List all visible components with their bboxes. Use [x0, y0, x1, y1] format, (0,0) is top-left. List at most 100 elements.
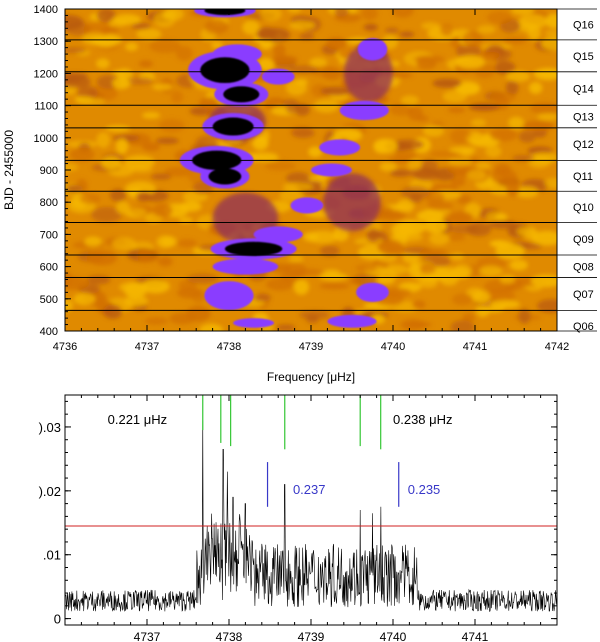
- heatmap-texture-blob: [285, 80, 307, 96]
- power-feature: [204, 9, 246, 16]
- heatmap-texture-blob: [91, 206, 123, 223]
- heatmap-texture-blob: [204, 19, 229, 35]
- power-feature: [311, 163, 352, 177]
- heatmap-texture-blob: [379, 161, 397, 172]
- heatmap-texture-blob: [505, 70, 531, 82]
- heatmap-texture-blob: [400, 95, 419, 106]
- heatmap-texture-blob: [499, 274, 516, 285]
- power-feature: [212, 117, 254, 136]
- heatmap-texture-blob: [407, 158, 422, 170]
- heatmap-texture-blob: [334, 9, 349, 17]
- heatmap-texture-blob: [355, 264, 377, 273]
- heatmap-texture-blob: [440, 23, 454, 36]
- heatmap-texture-blob: [450, 252, 465, 261]
- heatmap-texture-blob: [445, 233, 466, 242]
- heatmap-texture-blob: [287, 9, 302, 13]
- heatmap-texture-blob: [309, 57, 328, 68]
- heatmap-texture-blob: [447, 106, 466, 114]
- heatmap-texture-blob: [450, 320, 475, 331]
- heatmap-texture-blob: [291, 128, 316, 139]
- heatmap-texture-blob: [416, 115, 429, 122]
- heatmap-texture-blob: [392, 9, 414, 18]
- heatmap-texture-blob: [482, 51, 501, 59]
- heatmap-texture-blob: [136, 191, 151, 202]
- y-tick-label: 500: [40, 294, 58, 306]
- power-feature: [200, 57, 250, 84]
- heatmap-texture-blob: [489, 300, 521, 309]
- heatmap-x-ticks: 4736 4737 4738 4739 4740 4741 4742: [53, 9, 569, 353]
- heatmap-texture-blob: [177, 239, 198, 248]
- heatmap-texture-blob: [136, 28, 162, 40]
- heatmap-texture-blob: [544, 70, 557, 78]
- heatmap-texture-blob: [282, 182, 314, 192]
- heatmap-texture-blob: [259, 37, 273, 50]
- heatmap-texture-blob: [490, 168, 518, 184]
- heatmap-texture-blob: [279, 189, 305, 202]
- heatmap-texture-blob: [429, 150, 458, 158]
- heatmap-texture-blob: [65, 162, 79, 172]
- heatmap-texture-blob: [319, 245, 340, 257]
- heatmap-x-axis-label: Frequency [μHz]: [267, 370, 355, 384]
- x-tick-label: 4739: [298, 630, 325, 642]
- x-tick-label: 4740: [381, 341, 405, 353]
- x-tick-label: 4741: [462, 630, 489, 642]
- heatmap-texture-blob: [171, 90, 184, 104]
- heatmap-texture-blob: [465, 133, 493, 145]
- heatmap-texture-blob: [361, 9, 378, 21]
- heatmap-texture-blob: [512, 155, 535, 162]
- heatmap-texture-blob: [516, 226, 537, 237]
- heatmap-texture-blob: [96, 58, 110, 69]
- quarter-label: Q14: [573, 84, 594, 96]
- heatmap-texture-blob: [158, 256, 173, 267]
- heatmap-texture-blob: [450, 178, 466, 187]
- heatmap-texture-blob: [96, 132, 111, 148]
- heatmap-texture-blob: [124, 155, 156, 170]
- quarter-label: Q08: [573, 262, 594, 274]
- heatmap-texture-blob: [503, 37, 527, 45]
- heatmap-texture-blob: [391, 222, 414, 238]
- x-tick-label: 4740: [380, 630, 407, 642]
- spacing-annotation: 0.237: [293, 482, 326, 497]
- heatmap-texture-blob: [141, 111, 161, 119]
- heatmap-texture-blob: [510, 9, 535, 15]
- heatmap-texture-blob: [489, 128, 518, 142]
- heatmap-texture-blob: [485, 145, 502, 158]
- heatmap-texture-blob: [536, 299, 557, 313]
- heatmap-texture-blob: [522, 120, 554, 132]
- heatmap-texture-blob: [421, 22, 441, 30]
- spacing-annotation: 0.235: [408, 482, 441, 497]
- heatmap-texture-blob: [311, 83, 329, 98]
- heatmap-texture-blob: [65, 72, 88, 80]
- spacing-markers: [266, 462, 400, 507]
- quarter-label: Q09: [573, 234, 594, 246]
- power-feature: [319, 139, 361, 156]
- heatmap-texture-blob: [306, 230, 339, 244]
- heatmap-texture-blob: [155, 137, 179, 145]
- y-tick-label: 900: [40, 165, 58, 177]
- mode-frequency-markers: [202, 395, 382, 450]
- heatmap-texture-blob: [138, 60, 153, 68]
- power-feature: [233, 318, 275, 328]
- power-feature: [224, 241, 283, 256]
- heatmap-texture-blob: [494, 213, 508, 221]
- heatmap-texture-blob: [418, 277, 438, 289]
- heatmap-texture-blob: [529, 102, 557, 114]
- power-spectrum-line: [65, 420, 557, 613]
- heatmap-texture-blob: [432, 78, 462, 88]
- heatmap-texture-blob: [288, 65, 319, 74]
- heatmap-texture-blob: [462, 31, 483, 47]
- heatmap-texture-blob: [192, 289, 206, 303]
- heatmap-texture-blob: [152, 83, 173, 91]
- heatmap-texture-blob: [319, 272, 348, 281]
- heatmap-texture-blob: [164, 166, 194, 177]
- heatmap-texture-blob: [123, 77, 154, 85]
- power-feature: [212, 258, 279, 275]
- heatmap-texture-blob: [269, 55, 299, 65]
- y-tick-label: 1200: [34, 68, 58, 80]
- x-tick-label: 4738: [217, 341, 241, 353]
- heatmap-texture-blob: [448, 146, 477, 154]
- heatmap-texture-blob: [384, 27, 399, 34]
- y-tick-label: ).03: [39, 420, 61, 435]
- heatmap-texture-blob: [326, 37, 347, 50]
